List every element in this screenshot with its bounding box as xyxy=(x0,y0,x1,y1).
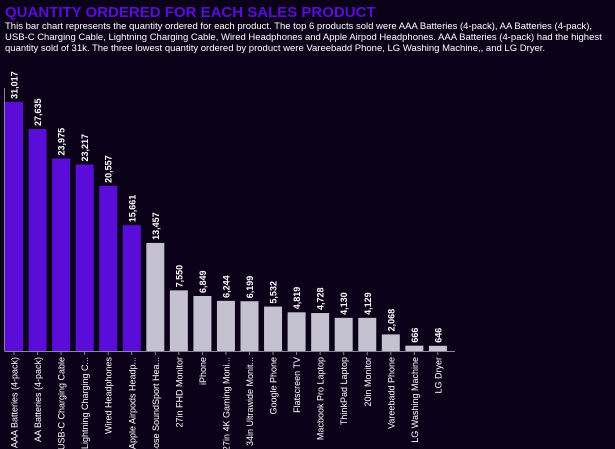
data-label: 6,244 xyxy=(221,275,231,298)
x-tick-label: iPhone xyxy=(198,357,208,385)
data-label: 23,217 xyxy=(80,134,90,162)
data-label: 20,557 xyxy=(104,155,114,183)
x-tick-label: Macbook Pro Laptop xyxy=(316,357,326,440)
bar xyxy=(99,185,118,351)
x-tick-label: AA Batteries (4-pack) xyxy=(33,357,43,442)
x-tick-label: Lightning Charging C... xyxy=(80,357,90,449)
bar xyxy=(52,158,71,351)
data-label: 7,550 xyxy=(174,265,184,288)
x-tick-label: Flatscreen TV xyxy=(292,357,302,413)
bar xyxy=(334,317,353,351)
bar xyxy=(122,225,141,351)
x-tick-label: LG Dryer xyxy=(433,357,443,394)
chart-title: QUANTITY ORDERED FOR EACH SALES PRODUCT xyxy=(5,4,376,21)
data-label: 27,635 xyxy=(33,99,43,127)
x-tick-label: Vareebadd Phone xyxy=(386,357,396,429)
x-tick-label: ThinkPad Laptop xyxy=(339,357,349,425)
bar xyxy=(287,312,306,351)
data-label: 15,661 xyxy=(127,195,137,223)
bar xyxy=(311,313,330,351)
x-tick-label: Wired Headphones xyxy=(104,357,114,435)
data-label: 6,199 xyxy=(245,276,255,299)
bar xyxy=(405,345,424,351)
data-label: 13,457 xyxy=(151,212,161,240)
x-tick-label: 27in FHD Monitor xyxy=(174,357,184,428)
bar xyxy=(5,101,23,352)
bar xyxy=(381,334,400,351)
chart-description: This bar chart represents the quantity o… xyxy=(5,21,602,54)
bar xyxy=(264,306,283,351)
bar xyxy=(428,345,447,351)
data-label: 2,068 xyxy=(386,309,396,332)
bar xyxy=(358,317,377,351)
data-label: 646 xyxy=(433,328,443,343)
x-tick-label: Google Phone xyxy=(269,357,279,415)
x-tick-label: LG Washing Machine xyxy=(410,357,420,443)
x-tick-label: 27in 4K Gaming Moni... xyxy=(221,357,231,449)
bar xyxy=(146,242,165,351)
data-label: 666 xyxy=(410,328,420,343)
bar xyxy=(75,164,94,351)
x-tick-label: 34in Ultrawide Monit... xyxy=(245,357,255,446)
data-label: 4,129 xyxy=(363,292,373,315)
x-tick-label: 20in Monitor xyxy=(363,357,373,407)
data-label: 31,017 xyxy=(10,71,20,99)
x-tick-label: USB-C Charging Cable xyxy=(57,357,67,449)
bar xyxy=(28,129,47,351)
data-label: 23,975 xyxy=(57,128,67,156)
data-label: 4,728 xyxy=(316,287,326,310)
data-label: 5,532 xyxy=(269,281,279,304)
bar xyxy=(240,301,259,351)
data-label: 4,130 xyxy=(339,292,349,315)
data-label: 6,849 xyxy=(198,270,208,293)
bar xyxy=(216,300,235,351)
x-tick-label: Apple Airpods Headp... xyxy=(127,357,137,449)
x-tick-label: AAA Batteries (4-pack) xyxy=(10,357,20,448)
bar xyxy=(193,295,212,351)
data-label: 4,819 xyxy=(292,287,302,310)
bar xyxy=(169,290,188,351)
x-tick-label: Bose SoundSport Hea... xyxy=(151,357,161,449)
